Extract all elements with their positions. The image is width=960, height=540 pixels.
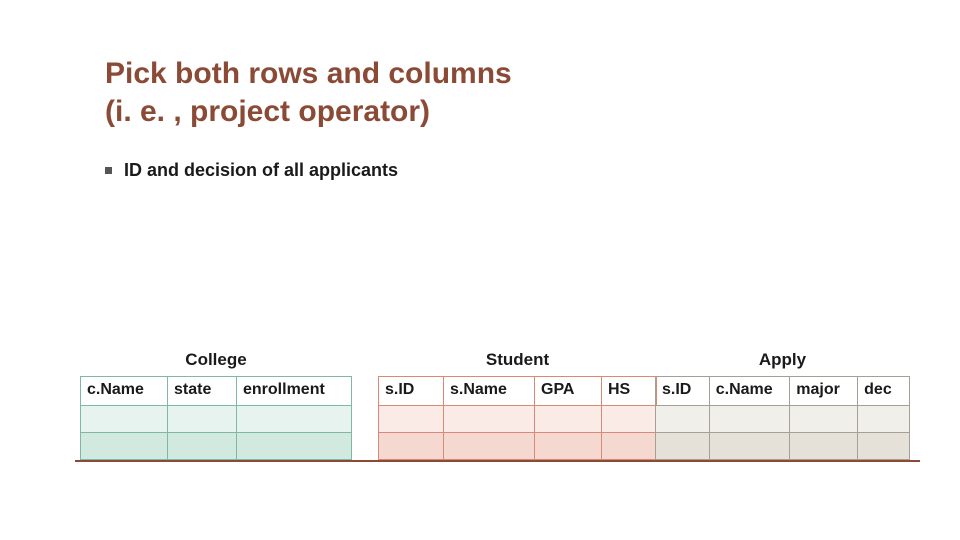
table-cell <box>535 406 602 433</box>
col-header: s.ID <box>656 377 710 406</box>
table-cell <box>168 433 237 460</box>
table-cell <box>444 406 535 433</box>
table-row <box>81 406 352 433</box>
col-header: s.Name <box>444 377 535 406</box>
table-header-row: c.Name state enrollment <box>81 377 352 406</box>
divider-line <box>75 460 920 462</box>
table-header-row: s.ID s.Name GPA HS <box>379 377 657 406</box>
table-cell <box>379 406 444 433</box>
apply-caption: Apply <box>655 350 910 370</box>
col-header: s.ID <box>379 377 444 406</box>
table-cell <box>790 406 858 433</box>
student-table-block: Student s.ID s.Name GPA HS <box>378 350 657 460</box>
bullet-marker-icon <box>105 167 112 174</box>
table-cell <box>790 433 858 460</box>
table-cell <box>444 433 535 460</box>
table-cell <box>709 433 790 460</box>
col-header: c.Name <box>709 377 790 406</box>
table-row <box>656 433 910 460</box>
table-cell <box>237 406 352 433</box>
col-header: c.Name <box>81 377 168 406</box>
student-table: s.ID s.Name GPA HS <box>378 376 657 460</box>
col-header: state <box>168 377 237 406</box>
table-cell <box>709 406 790 433</box>
table-cell <box>602 433 657 460</box>
slide: Pick both rows and columns (i. e. , proj… <box>0 0 960 540</box>
apply-table: s.ID c.Name major dec <box>655 376 910 460</box>
bullet-text: ID and decision of all applicants <box>124 160 398 181</box>
col-header: major <box>790 377 858 406</box>
college-caption: College <box>80 350 352 370</box>
table-row <box>379 433 657 460</box>
table-row <box>656 406 910 433</box>
col-header: dec <box>858 377 910 406</box>
apply-table-block: Apply s.ID c.Name major dec <box>655 350 910 460</box>
table-cell <box>656 406 710 433</box>
table-cell <box>237 433 352 460</box>
table-cell <box>656 433 710 460</box>
table-header-row: s.ID c.Name major dec <box>656 377 910 406</box>
slide-title: Pick both rows and columns (i. e. , proj… <box>105 55 512 130</box>
title-line-2: (i. e. , project operator) <box>105 95 430 128</box>
table-cell <box>602 406 657 433</box>
title-line-1: Pick both rows and columns <box>105 57 512 90</box>
table-cell <box>81 406 168 433</box>
table-cell <box>379 433 444 460</box>
table-cell <box>535 433 602 460</box>
col-header: GPA <box>535 377 602 406</box>
table-row <box>379 406 657 433</box>
table-cell <box>81 433 168 460</box>
bullet-item: ID and decision of all applicants <box>105 160 398 181</box>
college-table-block: College c.Name state enrollment <box>80 350 352 460</box>
col-header: HS <box>602 377 657 406</box>
col-header: enrollment <box>237 377 352 406</box>
table-cell <box>858 406 910 433</box>
table-cell <box>168 406 237 433</box>
table-cell <box>858 433 910 460</box>
table-row <box>81 433 352 460</box>
college-table: c.Name state enrollment <box>80 376 352 460</box>
student-caption: Student <box>378 350 657 370</box>
